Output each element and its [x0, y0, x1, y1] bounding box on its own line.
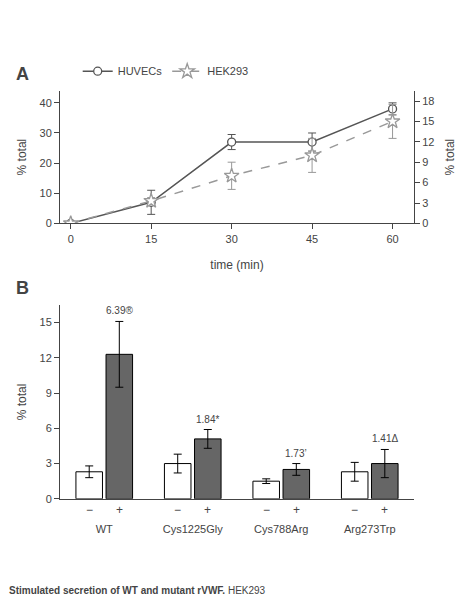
svg-text:+: + [293, 503, 300, 517]
svg-text:0: 0 [46, 493, 52, 505]
svg-text:Arg273Trp: Arg273Trp [344, 523, 396, 535]
svg-text:60: 60 [386, 233, 398, 245]
svg-text:3: 3 [46, 457, 52, 469]
svg-text:12: 12 [422, 136, 434, 148]
svg-text:HEK293: HEK293 [207, 65, 248, 77]
svg-text:−: − [263, 503, 270, 517]
svg-text:A: A [16, 64, 29, 84]
svg-text:+: + [204, 503, 211, 517]
svg-text:18: 18 [422, 95, 434, 107]
svg-text:0: 0 [422, 217, 428, 229]
svg-text:10: 10 [40, 187, 52, 199]
svg-text:45: 45 [306, 233, 318, 245]
svg-text:3: 3 [422, 197, 428, 209]
svg-text:15: 15 [422, 115, 434, 127]
svg-text:9: 9 [46, 387, 52, 399]
svg-text:% total: % total [15, 139, 29, 176]
svg-text:30: 30 [226, 233, 238, 245]
svg-text:% total: % total [443, 139, 457, 176]
svg-text:Stimulated secretion of WT and: Stimulated secretion of WT and mutant rV… [9, 585, 266, 596]
svg-text:6.39®: 6.39® [106, 305, 133, 316]
svg-text:6: 6 [422, 176, 428, 188]
svg-text:+: + [116, 503, 123, 517]
svg-text:−: − [86, 503, 93, 517]
svg-text:HUVECs: HUVECs [118, 65, 163, 77]
svg-text:40: 40 [40, 97, 52, 109]
svg-text:−: − [351, 503, 358, 517]
svg-text:Cys1225Gly: Cys1225Gly [163, 523, 223, 535]
svg-text:time (min): time (min) [210, 258, 263, 272]
svg-text:0: 0 [68, 233, 74, 245]
svg-text:1.73’: 1.73’ [285, 448, 307, 459]
svg-text:30: 30 [40, 127, 52, 139]
svg-text:1.41Δ: 1.41Δ [372, 433, 398, 444]
svg-text:12: 12 [40, 352, 52, 364]
svg-text:B: B [16, 278, 29, 298]
svg-text:0: 0 [46, 217, 52, 229]
svg-text:1.84*: 1.84* [196, 414, 219, 425]
svg-text:Cys788Arg: Cys788Arg [254, 523, 308, 535]
svg-text:+: + [381, 503, 388, 517]
svg-text:% total: % total [15, 384, 29, 421]
svg-text:6: 6 [46, 422, 52, 434]
svg-text:20: 20 [40, 157, 52, 169]
svg-text:15: 15 [145, 233, 157, 245]
svg-text:−: − [174, 503, 181, 517]
svg-text:15: 15 [40, 316, 52, 328]
svg-text:9: 9 [422, 156, 428, 168]
svg-text:WT: WT [96, 523, 113, 535]
